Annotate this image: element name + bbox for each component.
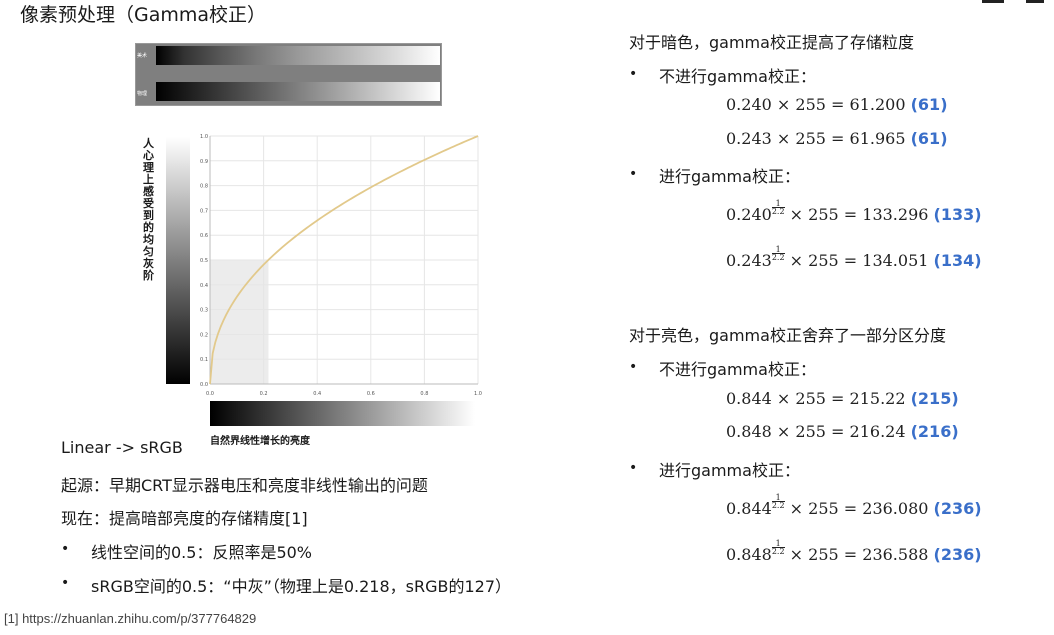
eq-result: (133) [933,205,982,224]
equation-row: 0.240 1 2.2 × 255 = 133.296 (133) [726,200,982,225]
bullet-dot: • [61,575,70,591]
bullet-dot: • [629,166,638,182]
eq-result: (215) [910,389,959,408]
gamma-curve-chart: 0.0 0.2 0.4 0.6 0.8 1.0 0.0 0.1 0.2 0.3 0.4 0.5 0.6 0… [200,134,482,397]
eq-base: 0.844 [726,389,772,408]
bullet-dot: • [61,541,70,557]
physics-bar-label: 物理 [137,91,148,97]
equation-row: 0.240 × 255 = 61.200 (61) [726,95,948,114]
eq-times: × 255 = [789,545,858,564]
exponent-fraction: 1 2.2 [771,539,785,556]
x-tick-label: 0.8 [420,391,428,397]
linear-gradient-bar [156,82,440,101]
y-tick-label: 0.5 [200,258,208,264]
eq-result: (236) [933,499,982,518]
eq-value: 236.080 [862,499,929,518]
footnote: [1] https://zhuanlan.zhihu.com/p/3777648… [4,611,257,626]
highlight-region [210,260,269,384]
bright-heading: 对于亮色，gamma校正舍弃了一部分区分度 [629,326,946,345]
y-tick-label: 0.1 [200,357,208,363]
chart-y-label: 人心理上感受到的均匀灰阶 [143,137,154,282]
gradient-comparison: 美术 物理 [135,43,442,106]
eq-times: × 255 = [776,129,845,148]
exponent-fraction: 1 2.2 [771,493,785,510]
bullet-dot: • [629,460,638,476]
equation-row: 0.844 × 255 = 215.22 (215) [726,389,959,408]
bullet-linear: 线性空间的0.5：反照率是50% [91,543,313,562]
equation-row: 0.844 1 2.2 × 255 = 236.080 (236) [726,494,982,519]
exponent-fraction: 1 2.2 [771,199,785,216]
eq-result: (236) [933,545,982,564]
no-gamma-label: 不进行gamma校正： [659,67,816,86]
eq-result: (61) [910,95,948,114]
slide-title: 像素预处理（Gamma校正） [20,4,267,26]
bullet-dot: • [629,66,638,82]
eq-times: × 255 = [776,389,845,408]
eq-base: 0.848 [726,545,772,564]
eq-base: 0.240 [726,95,772,114]
y-tick-label: 0.2 [200,332,208,338]
x-tick-label: 0.2 [260,391,268,397]
eq-base: 0.844 [726,499,772,518]
eq-value: 133.296 [862,205,929,224]
bullet-srgb: sRGB空间的0.5：“中灰”（物理上是0.218，sRGB的127） [91,577,512,596]
art-bar-label: 美术 [137,53,148,59]
y-tick-label: 0.0 [200,382,208,388]
y-tick-label: 0.3 [200,308,208,314]
eq-base: 0.240 [726,205,772,224]
bullet-dot: • [629,359,638,375]
x-tick-label: 0.4 [313,391,321,397]
with-gamma-label: 进行gamma校正： [659,461,800,480]
with-gamma-label: 进行gamma校正： [659,167,800,186]
gamma-curve-line [209,135,479,385]
corner-mark [982,0,1004,3]
y-tick-label: 0.6 [200,233,208,239]
equation-row: 0.848 1 2.2 × 255 = 236.588 (236) [726,540,982,565]
eq-times: × 255 = [776,95,845,114]
eq-value: 215.22 [849,389,906,408]
x-tick-label: 1.0 [474,391,482,397]
eq-base: 0.243 [726,251,772,270]
horizontal-gradient-bar [210,401,475,426]
eq-result: (216) [910,422,959,441]
eq-times: × 255 = [789,251,858,270]
equation-row: 0.243 × 255 = 61.965 (61) [726,129,948,148]
eq-base: 0.243 [726,129,772,148]
x-tick-label: 0.6 [367,391,375,397]
equation-row: 0.848 × 255 = 216.24 (216) [726,422,959,441]
y-tick-label: 1.0 [200,134,208,140]
eq-value: 61.965 [849,129,906,148]
origin-text: 起源：早期CRT显示器电压和亮度非线性输出的问题 [61,476,428,495]
eq-value: 236.588 [862,545,929,564]
eq-base: 0.848 [726,422,772,441]
y-tick-label: 0.4 [200,283,208,289]
perceptual-gradient-bar [156,46,440,65]
vertical-gradient-bar [166,137,190,384]
chart-x-label: 自然界线性增长的亮度 [210,436,310,447]
x-tick-label: 0.0 [206,391,214,397]
eq-times: × 255 = [776,422,845,441]
eq-times: × 255 = [789,205,858,224]
y-tick-label: 0.7 [200,208,208,214]
eq-value: 134.051 [862,251,929,270]
no-gamma-label: 不进行gamma校正： [659,360,816,379]
eq-result: (61) [910,129,948,148]
y-tick-label: 0.8 [200,184,208,190]
now-text: 现在：提高暗部亮度的存储精度[1] [61,509,308,528]
equation-row: 0.243 1 2.2 × 255 = 134.051 (134) [726,246,982,271]
heading-linear-srgb: Linear -> sRGB [61,438,183,457]
eq-value: 216.24 [849,422,906,441]
eq-result: (134) [933,251,982,270]
eq-value: 61.200 [849,95,906,114]
eq-times: × 255 = [789,499,858,518]
y-tick-label: 0.9 [200,159,208,165]
exponent-fraction: 1 2.2 [771,245,785,262]
dark-heading: 对于暗色，gamma校正提高了存储粒度 [629,33,914,52]
corner-mark [1026,0,1044,3]
